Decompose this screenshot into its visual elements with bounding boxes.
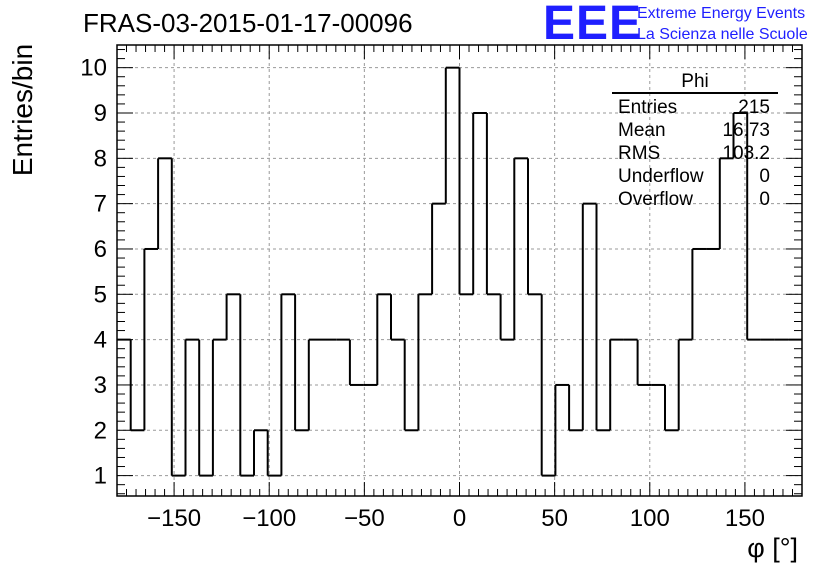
stats-value: 215 <box>738 97 770 118</box>
histogram-bars <box>117 66 802 477</box>
y-tick-label: 6 <box>94 236 107 263</box>
x-axis-label: φ [°] <box>747 533 798 563</box>
y-tick-labels: 1 2 3 4 5 6 7 8 9 10 <box>80 55 107 490</box>
stats-row-underflow: Underflow 0 <box>612 165 778 188</box>
x-tick-label: 50 <box>541 505 568 532</box>
stats-box: Phi Entries 215 Mean 16.73 RMS 103.2 Und… <box>612 72 778 211</box>
stats-label: Mean <box>618 120 666 141</box>
chart-title: FRAS-03-2015-01-17-00096 <box>83 8 413 38</box>
x-tick-labels: −150 −100 −50 0 50 100 150 <box>147 505 765 532</box>
y-tick-label: 5 <box>94 281 107 308</box>
x-tick-label: 0 <box>453 505 466 532</box>
x-tick-label: 100 <box>630 505 670 532</box>
y-tick-label: 1 <box>94 463 107 490</box>
logo-line-2: La Scienza nelle Scuole <box>637 26 808 43</box>
stats-row-overflow: Overflow 0 <box>612 188 778 211</box>
stats-value: 0 <box>759 189 770 210</box>
stats-label: Overflow <box>618 189 693 210</box>
y-tick-label: 4 <box>94 327 107 354</box>
stats-row-rms: RMS 103.2 <box>612 142 778 165</box>
stats-title: Phi <box>681 71 709 92</box>
y-tick-label: 2 <box>94 417 107 444</box>
eee-logo: EEE <box>543 0 643 50</box>
stats-label: RMS <box>618 143 661 164</box>
y-tick-label: 3 <box>94 372 107 399</box>
x-tick-label: 150 <box>725 505 765 532</box>
x-tick-label: −50 <box>344 505 385 532</box>
y-axis-label: Entries/bin <box>7 44 38 176</box>
stats-value: 0 <box>759 166 770 187</box>
y-tick-label: 8 <box>94 145 107 172</box>
stats-label: Entries <box>618 97 678 118</box>
stats-value: 16.73 <box>722 120 770 141</box>
stats-divider <box>612 92 778 94</box>
logo-line-1: Extreme Energy Events <box>637 5 806 22</box>
x-tick-label: −100 <box>242 505 296 532</box>
x-tick-label: −150 <box>147 505 201 532</box>
stats-label: Underflow <box>618 166 704 187</box>
stats-row-mean: Mean 16.73 <box>612 119 778 142</box>
axis-ticks <box>116 45 803 496</box>
y-tick-label: 9 <box>94 100 107 127</box>
y-tick-label: 10 <box>80 55 107 82</box>
y-tick-label: 7 <box>94 191 107 218</box>
stats-row-entries: Entries 215 <box>612 96 778 119</box>
stats-value: 103.2 <box>722 143 770 164</box>
